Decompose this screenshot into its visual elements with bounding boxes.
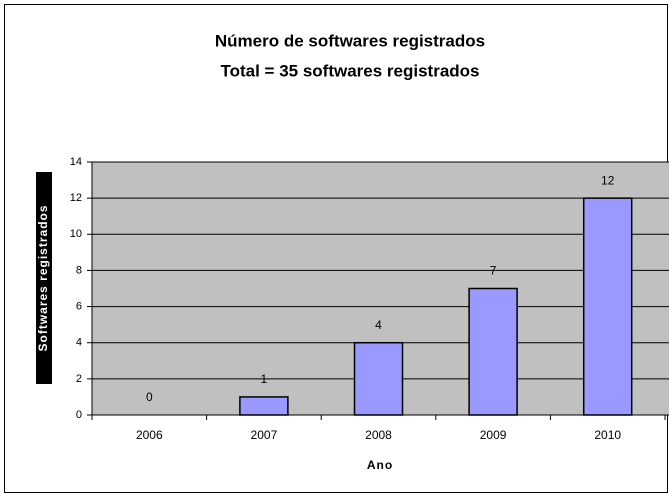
data-label: 4 [375,318,382,332]
x-tick-label: 2008 [365,428,392,442]
x-tick-label: 2010 [594,428,621,442]
y-tick-label: 4 [76,337,82,349]
data-label: 7 [490,264,497,278]
y-axis-label: Softwares registrados [36,204,50,351]
bar [582,197,633,416]
y-tick-label: 2 [76,373,82,385]
y-label-box [36,172,52,384]
data-label: 0 [146,390,153,404]
bar [353,341,404,416]
y-tick-label: 14 [70,156,82,168]
bar [468,287,518,416]
x-axis-label: Ano [367,458,393,472]
x-tick-label: 2009 [480,428,507,442]
data-label: 1 [261,372,268,386]
y-tick-label: 8 [76,264,82,276]
y-tick-label: 0 [76,409,82,421]
y-tick-label: 6 [76,300,82,312]
y-tick-label: 10 [70,228,82,240]
x-tick-label: 2006 [136,428,163,442]
y-tick-label: 12 [70,192,82,204]
x-tick-label: 2007 [251,428,278,442]
chart-subtitle: Total = 35 softwares registrados [220,61,479,80]
bar [239,396,289,416]
data-label: 12 [601,173,615,187]
chart-title: Número de softwares registrados [215,31,485,50]
